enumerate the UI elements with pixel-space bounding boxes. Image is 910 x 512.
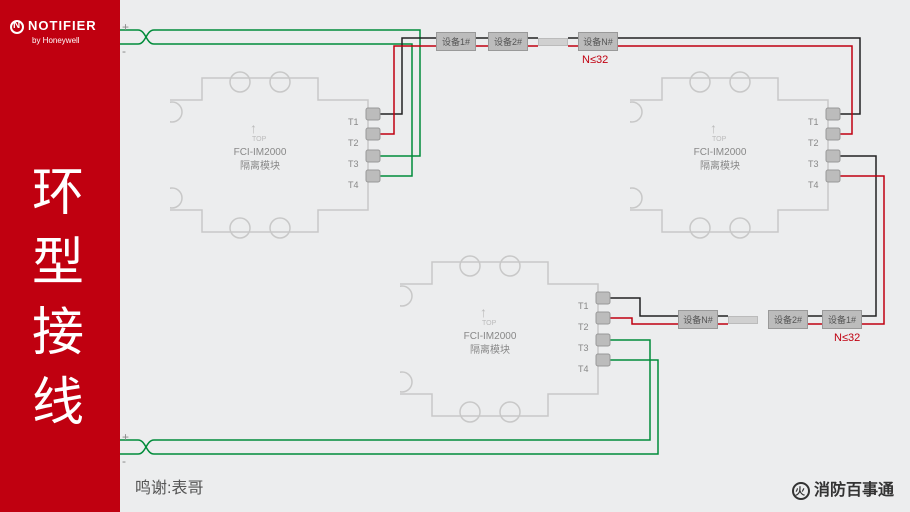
module-arrow: ↑ <box>480 304 487 320</box>
device-box-bottom-2: 设备2# <box>768 310 808 329</box>
logo-icon <box>10 20 24 34</box>
device-box-bottom-1: 设备1# <box>822 310 862 329</box>
polarity-plus-top: + <box>122 20 129 34</box>
module-label: FCI-IM2000隔离模块 <box>680 146 760 174</box>
polarity-plus-bottom: + <box>122 430 129 444</box>
polarity-minus-bottom: - <box>122 454 126 468</box>
device-box-top-2: 设备2# <box>488 32 528 51</box>
ellipsis-bottom <box>728 316 758 324</box>
module-top-label: TOP <box>712 136 726 143</box>
terminal-labels: T1T2T3T4 <box>348 112 359 196</box>
terminal-labels: T1T2T3T4 <box>808 112 819 196</box>
watermark-text: 消防百事通 <box>814 482 894 499</box>
module-top-label: TOP <box>252 136 266 143</box>
brand-subtitle: by Honeywell <box>32 36 80 45</box>
device-box-top-1: 设备1# <box>436 32 476 51</box>
n-constraint-top: N≤32 <box>582 54 608 66</box>
module-arrow: ↑ <box>710 120 717 136</box>
module-label: FCI-IM2000隔离模块 <box>220 146 300 174</box>
ellipsis-top <box>538 38 568 46</box>
module-arrow: ↑ <box>250 120 257 136</box>
title-char-1: 环 <box>32 150 84 225</box>
isolation-module-3: ↑ TOP FCI-IM2000隔离模块 T1T2T3T4 <box>400 244 625 444</box>
n-constraint-bottom: N≤32 <box>834 332 860 344</box>
brand-text: NOTIFIER <box>28 18 97 33</box>
isolation-module-2: ↑ TOP FCI-IM2000隔离模块 T1T2T3T4 <box>630 60 855 260</box>
sidebar: NOTIFIER by Honeywell 环 型 接 线 <box>0 0 120 512</box>
device-box-bottom-n: 设备N# <box>678 310 718 329</box>
brand-logo: NOTIFIER <box>10 18 97 34</box>
terminal-labels: T1T2T3T4 <box>578 296 589 380</box>
device-box-top-n: 设备N# <box>578 32 618 51</box>
polarity-minus-top: - <box>122 44 126 58</box>
title-char-3: 接 <box>32 290 84 365</box>
module-label: FCI-IM2000隔离模块 <box>450 330 530 358</box>
watermark: 消防百事通 <box>792 476 894 500</box>
credit-text: 鸣谢:表哥 <box>135 474 203 498</box>
title-char-4: 线 <box>32 360 84 435</box>
isolation-module-1: ↑ TOP FCI-IM2000隔离模块 T1T2T3T4 <box>170 60 395 260</box>
diagram-canvas: + - + - 设备1# 设备2# 设备N# N≤32 设备N# 设备2# 设备… <box>120 0 910 512</box>
module-top-label: TOP <box>482 320 496 327</box>
title-char-2: 型 <box>32 220 84 295</box>
watermark-icon <box>792 482 810 500</box>
